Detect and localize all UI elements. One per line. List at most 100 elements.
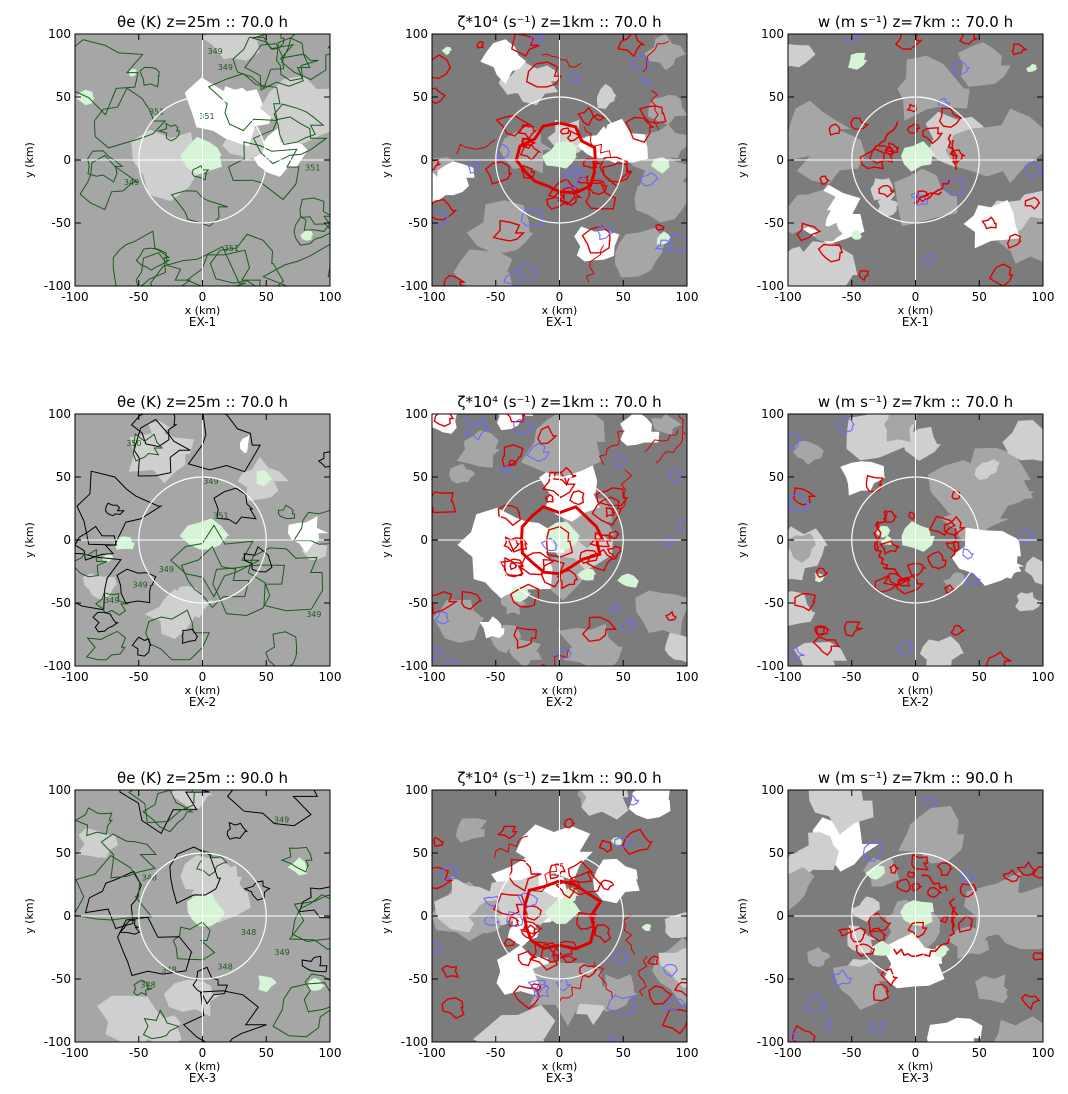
y-tick-label: 50 — [769, 846, 784, 860]
contour-label: 349 — [208, 47, 223, 56]
shaded-region — [171, 790, 214, 809]
panel-title: θe (K) z=25m :: 90.0 h — [117, 769, 288, 787]
x-axis-label: x (km) — [898, 1060, 934, 1073]
vorticity-filament — [623, 914, 636, 955]
rmw-circle — [851, 852, 980, 980]
green-patch — [851, 230, 863, 240]
panel-ex-2-1: -100 -50 0 50 100 -100 -50 0 50 100 ζ*10⁴ (s⁻¹) z=… — [380, 393, 699, 709]
negative-contour — [910, 192, 922, 200]
negative-contour — [540, 537, 558, 552]
green-patch — [561, 887, 580, 903]
positive-contour — [943, 515, 967, 536]
updraft-contour — [882, 566, 911, 581]
vorticity-filament — [642, 40, 670, 73]
y-tick-label: 50 — [413, 846, 428, 860]
positive-contour — [549, 863, 566, 880]
positive-contour — [1032, 866, 1043, 879]
x-tick-label: 100 — [319, 1046, 342, 1060]
y-tick-label: -50 — [408, 972, 428, 986]
y-tick-label: -100 — [401, 659, 428, 673]
vorticity-filament — [655, 433, 683, 464]
y-tick-label: -50 — [764, 216, 784, 230]
theta-contour — [301, 955, 328, 973]
theta-contour — [317, 451, 330, 468]
positive-contour — [503, 938, 516, 947]
shaded-region — [154, 830, 185, 853]
positive-contour — [1020, 993, 1041, 1011]
positive-contour — [525, 61, 563, 88]
experiment-label: EX-1 — [546, 315, 573, 329]
positive-contour — [894, 34, 924, 51]
positive-contour — [868, 927, 887, 942]
panel-title: θe (K) z=25m :: 70.0 h — [117, 393, 288, 411]
shaded-region — [788, 44, 816, 68]
positive-contour — [850, 927, 867, 943]
shaded-region — [1024, 556, 1043, 585]
green-patch — [865, 865, 886, 880]
y-tick-label: -100 — [401, 1035, 428, 1049]
green-patch — [307, 977, 326, 991]
theta-contour — [139, 66, 160, 88]
positive-contour — [432, 198, 458, 221]
positive-contour — [598, 839, 613, 853]
positive-contour — [889, 863, 900, 875]
contour-label: 349 — [274, 816, 289, 825]
negative-contour — [612, 951, 629, 964]
negative-contour — [614, 836, 634, 848]
panel-ex-3-1: -100 -50 0 50 100 -100 -50 0 50 100 ζ*10⁴ (s⁻¹) z=… — [380, 769, 698, 1085]
updraft-contour — [947, 133, 959, 165]
positive-contour — [441, 964, 460, 978]
vorticity-filament — [493, 835, 528, 859]
positive-contour — [605, 507, 616, 518]
shaded-region — [161, 34, 232, 92]
shaded-region — [964, 871, 1042, 940]
negative-contour — [612, 454, 627, 468]
x-tick-label: 50 — [616, 1046, 631, 1060]
positive-contour — [492, 219, 526, 242]
positive-contour — [898, 579, 911, 587]
updraft-contour — [949, 906, 959, 937]
shaded-region — [808, 790, 874, 835]
positive-contour — [911, 853, 929, 871]
theta-contour — [292, 509, 330, 545]
y-tick-label: 100 — [405, 783, 428, 797]
y-tick-label: -50 — [764, 972, 784, 986]
negative-contour — [922, 797, 939, 808]
theta-contour — [226, 790, 319, 827]
positive-contour — [951, 490, 961, 500]
negative-contour — [640, 76, 650, 85]
theta-contour — [172, 921, 216, 961]
positive-contour — [837, 927, 852, 937]
x-tick-label: 100 — [676, 290, 699, 304]
theta-contour — [118, 919, 141, 935]
x-tick-label: -50 — [486, 670, 506, 684]
y-tick-label: 100 — [405, 27, 428, 41]
y-tick-label: -100 — [757, 659, 784, 673]
positive-contour — [546, 525, 574, 558]
negative-contour — [569, 73, 582, 85]
positive-contour — [432, 866, 455, 890]
theta-contour — [209, 233, 285, 286]
positive-contour — [896, 575, 925, 595]
vorticity-filament — [638, 955, 648, 997]
negative-contour — [626, 794, 640, 806]
positive-contour — [1002, 868, 1022, 883]
x-tick-label: 100 — [676, 670, 699, 684]
vorticity-filament — [532, 863, 564, 893]
y-tick-label: 100 — [48, 407, 71, 421]
shaded-region — [433, 161, 475, 196]
theta-contour — [281, 34, 330, 81]
x-tick-label: 0 — [556, 670, 564, 684]
positive-contour — [815, 567, 829, 579]
positive-contour — [578, 964, 598, 978]
positive-contour — [541, 471, 576, 499]
positive-contour — [828, 123, 842, 136]
positive-contour — [938, 107, 962, 129]
theta-contour — [157, 122, 180, 142]
theta-contour — [127, 790, 195, 824]
positive-contour — [878, 184, 896, 198]
positive-contour — [529, 941, 559, 971]
updraft-contour — [874, 520, 882, 552]
panel-title: θe (K) z=25m :: 70.0 h — [117, 13, 288, 31]
positive-contour — [560, 955, 579, 964]
